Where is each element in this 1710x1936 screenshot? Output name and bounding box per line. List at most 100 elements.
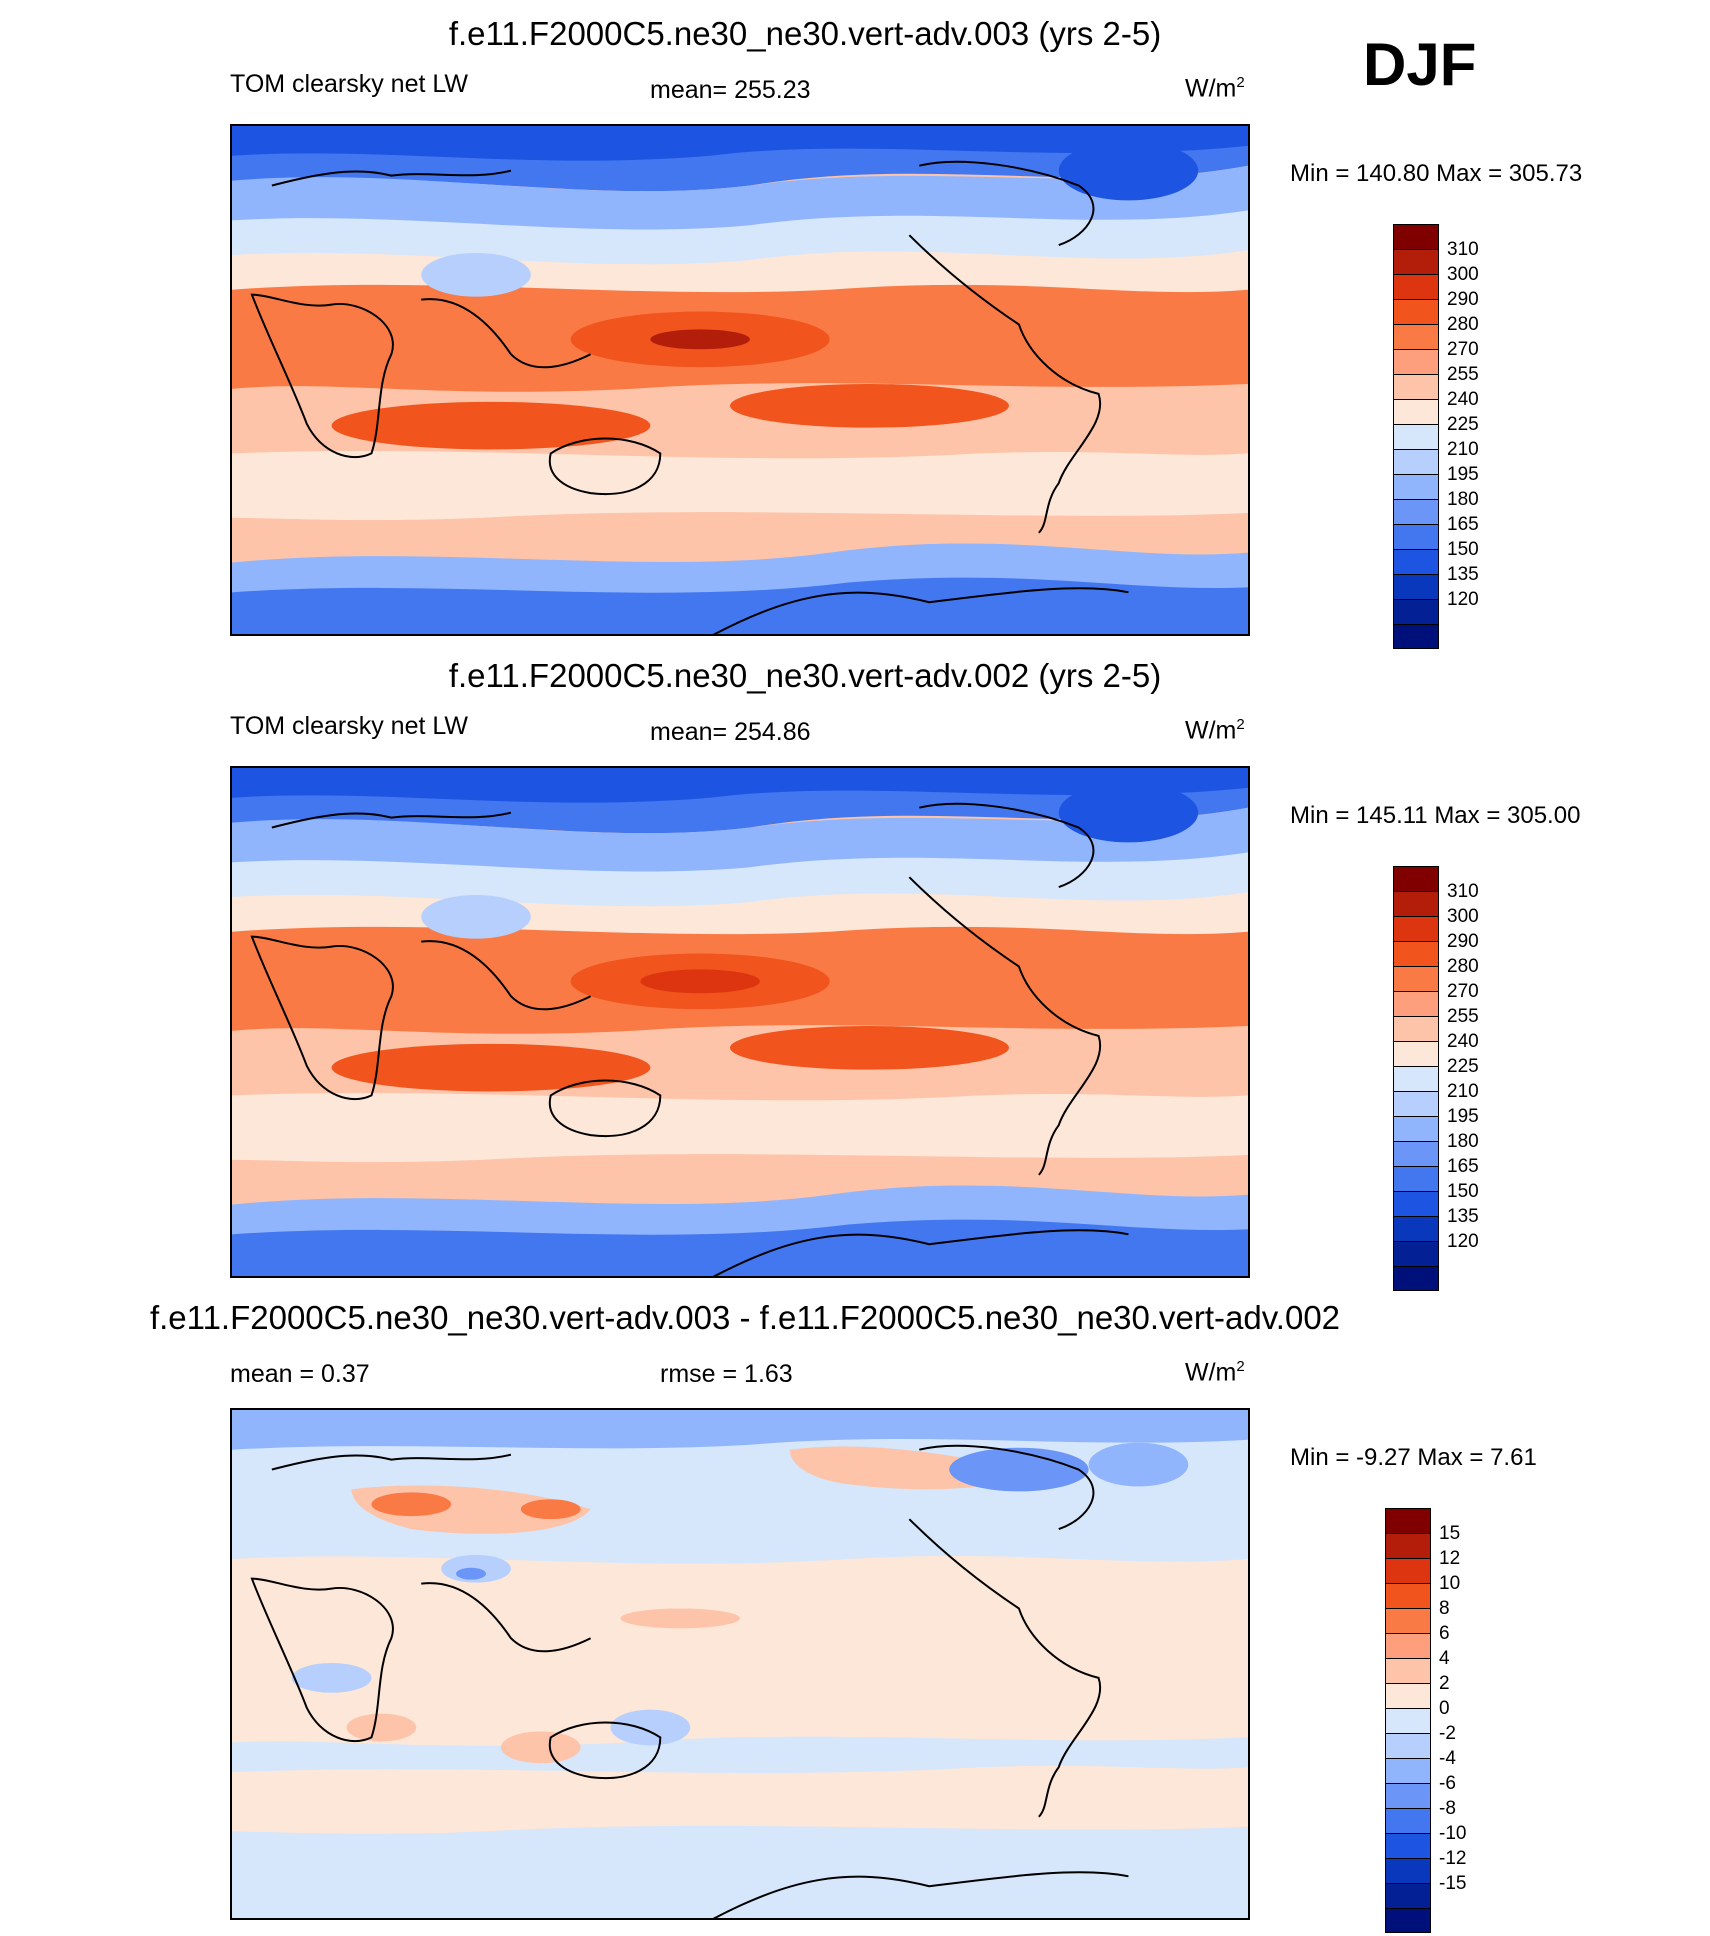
- panel-3-colorbar-tick: -4: [1439, 1748, 1456, 1769]
- panel-2-colorbar-swatch: [1393, 1241, 1439, 1266]
- panel-1-colorbar-swatch: [1393, 374, 1439, 399]
- panel-2-colorbar-tick: 150: [1447, 1181, 1479, 1202]
- panel-1-colorbar-swatch: [1393, 624, 1439, 649]
- panel-3-colorbar-swatch: [1385, 1508, 1431, 1533]
- panel-2-field-bands: [232, 768, 1248, 1276]
- panel-1-colorbar-swatch: [1393, 524, 1439, 549]
- panel-3-colorbar-swatch: [1385, 1633, 1431, 1658]
- panel-1-colorbar-tick: 165: [1447, 514, 1479, 535]
- panel-1-colorbar-swatch: [1393, 274, 1439, 299]
- panel-2-units: W/m2: [1185, 716, 1245, 745]
- panel-1-colorbar-tick: 225: [1447, 414, 1479, 435]
- panel-3-colorbar-swatch: [1385, 1658, 1431, 1683]
- panel-3-map: [230, 1408, 1250, 1920]
- panel-2-colorbar-swatch: [1393, 941, 1439, 966]
- panel-2-colorbar-swatch: [1393, 1041, 1439, 1066]
- panel-2-coastlines: [250, 802, 1129, 1276]
- panel-3-colorbar-swatch: [1385, 1758, 1431, 1783]
- panel-3-colorbar-tick: 12: [1439, 1548, 1461, 1569]
- panel-1-mean-label: mean= 255.23: [650, 76, 811, 104]
- panel-2-colorbar-swatch: [1393, 1166, 1439, 1191]
- panel-2-colorbar-tick: 210: [1447, 1081, 1479, 1102]
- panel-3-colorbar-tick: 8: [1439, 1598, 1450, 1619]
- panel-3-colorbar-swatch: [1385, 1608, 1431, 1633]
- panel-2-colorbar-tick: 165: [1447, 1156, 1479, 1177]
- panel-3-colorbar-swatch: [1385, 1683, 1431, 1708]
- panel-3-colorbar-swatch: [1385, 1908, 1431, 1933]
- panel-3-colorbar-tick: -6: [1439, 1773, 1456, 1794]
- panel-1-colorbar-swatch: [1393, 549, 1439, 574]
- panel-3-coastlines: [250, 1444, 1129, 1918]
- panel-3-field-bands: [232, 1410, 1248, 1918]
- panel-1-colorbar-tick: 180: [1447, 489, 1479, 510]
- panel-2-map-field: [232, 768, 1248, 1276]
- panel-1-colorbar-swatch: [1393, 224, 1439, 249]
- panel-3-minmax: Min = -9.27 Max = 7.61: [1290, 1444, 1537, 1471]
- panel-1-colorbar-swatch: [1393, 424, 1439, 449]
- panel-1-title: f.e11.F2000C5.ne30_ne30.vert-adv.003 (yr…: [448, 15, 1162, 52]
- panel-3-map-field: [232, 1410, 1248, 1918]
- panel-3-colorbar-swatch: [1385, 1883, 1431, 1908]
- panel-2-map: [230, 766, 1250, 1278]
- panel-1-colorbar-swatch: [1393, 474, 1439, 499]
- panel-1-colorbar-tick: 290: [1447, 289, 1479, 310]
- panel-1-colorbar-tick: 270: [1447, 339, 1479, 360]
- panel-2-colorbar-swatch: [1393, 1091, 1439, 1116]
- panel-2-minmax: Min = 145.11 Max = 305.00: [1290, 802, 1581, 829]
- panel-1-colorbar-tick: 120: [1447, 589, 1479, 610]
- panel-2-colorbar-swatch: [1393, 1191, 1439, 1216]
- panel-1-colorbar-swatch: [1393, 599, 1439, 624]
- panel-2-colorbar-swatch: [1393, 1016, 1439, 1041]
- panel-3-colorbar-tick: 6: [1439, 1623, 1450, 1644]
- panel-3-colorbar-tick: -15: [1439, 1873, 1467, 1894]
- panel-2-colorbar-tick: 180: [1447, 1131, 1479, 1152]
- panel-3-colorbar-swatch: [1385, 1558, 1431, 1583]
- panel-1-colorbar-swatch: [1393, 574, 1439, 599]
- panel-3-colorbar-swatch: [1385, 1858, 1431, 1883]
- panel-1-colorbar-swatch: [1393, 449, 1439, 474]
- panel-3-title: f.e11.F2000C5.ne30_ne30.vert-adv.003 - f…: [149, 1299, 1341, 1336]
- panel-1-colorbar-tick: 240: [1447, 389, 1479, 410]
- panel-1-colorbar-tick: 255: [1447, 364, 1479, 385]
- panel-1-colorbar-tick: 150: [1447, 539, 1479, 560]
- panel-3-colorbar-swatch: [1385, 1783, 1431, 1808]
- panel-2-colorbar-swatch: [1393, 1066, 1439, 1091]
- panel-3-rmse-label: rmse = 1.63: [660, 1360, 793, 1388]
- panel-3-colorbar-swatch: [1385, 1583, 1431, 1608]
- panel-3-colorbar-tick: -12: [1439, 1848, 1467, 1869]
- panel-2-colorbar-tick: 300: [1447, 906, 1479, 927]
- panel-1-coastlines: [250, 160, 1129, 634]
- panel-1-colorbar-tick: 310: [1447, 239, 1479, 260]
- season-label: DJF: [1363, 31, 1477, 98]
- panel-1-field-bands: [232, 126, 1248, 634]
- panel-3-colorbar-tick: 0: [1439, 1698, 1450, 1719]
- panel-1-map: [230, 124, 1250, 636]
- panel-2-colorbar-swatch: [1393, 1266, 1439, 1291]
- panel-2-colorbar-swatch: [1393, 1141, 1439, 1166]
- panel-2-colorbar-swatch: [1393, 916, 1439, 941]
- panel-2-title: f.e11.F2000C5.ne30_ne30.vert-adv.002 (yr…: [448, 657, 1162, 694]
- panel-3-mean-label: mean = 0.37: [230, 1360, 370, 1388]
- panel-3-colorbar-swatch: [1385, 1708, 1431, 1733]
- panel-3-colorbar-swatch: [1385, 1808, 1431, 1833]
- panel-2-colorbar-tick: 280: [1447, 956, 1479, 977]
- panel-3-colorbar-swatch: [1385, 1733, 1431, 1758]
- panel-2-colorbar-swatch: [1393, 866, 1439, 891]
- panel-1-colorbar-swatch: [1393, 499, 1439, 524]
- panel-1-colorbar-swatch: [1393, 399, 1439, 424]
- panel-3-colorbar-tick: -8: [1439, 1798, 1456, 1819]
- panel-2-colorbar-tick: 290: [1447, 931, 1479, 952]
- panel-3-colorbar-tick: -2: [1439, 1723, 1456, 1744]
- panel-2-colorbar-swatch: [1393, 1216, 1439, 1241]
- panel-1-map-field: [232, 126, 1248, 634]
- panel-1-colorbar-tick: 300: [1447, 264, 1479, 285]
- panel-1-colorbar-tick: 280: [1447, 314, 1479, 335]
- panel-1-colorbar-swatch: [1393, 349, 1439, 374]
- panel-2-colorbar-tick: 195: [1447, 1106, 1479, 1127]
- panel-2-colorbar-swatch: [1393, 966, 1439, 991]
- panel-3-colorbar-tick: 4: [1439, 1648, 1450, 1669]
- panel-1-colorbar-tick: 210: [1447, 439, 1479, 460]
- panel-2-colorbar-swatch: [1393, 891, 1439, 916]
- panel-2-variable-label: TOM clearsky net LW: [230, 712, 469, 740]
- panel-1-colorbar-tick: 195: [1447, 464, 1479, 485]
